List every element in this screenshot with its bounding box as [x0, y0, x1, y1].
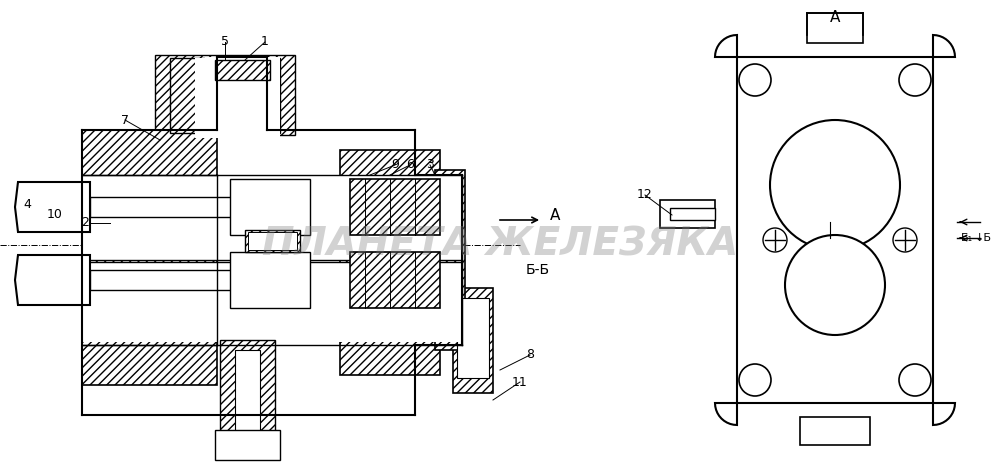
Polygon shape [195, 58, 255, 138]
Text: 12: 12 [637, 188, 653, 201]
Polygon shape [715, 35, 955, 425]
Text: 4: 4 [23, 199, 31, 212]
Circle shape [739, 364, 771, 396]
Text: ↓Б: ↓Б [974, 233, 992, 243]
Circle shape [739, 64, 771, 96]
Circle shape [770, 120, 900, 250]
Text: А: А [550, 207, 560, 222]
Text: 10: 10 [47, 208, 63, 221]
Text: 9: 9 [391, 159, 399, 172]
Circle shape [899, 364, 931, 396]
Polygon shape [340, 150, 440, 375]
Text: 7: 7 [121, 113, 129, 126]
Polygon shape [670, 208, 715, 220]
Text: 1: 1 [261, 35, 269, 48]
Polygon shape [235, 350, 260, 440]
Polygon shape [215, 60, 270, 80]
Text: 2: 2 [81, 217, 89, 230]
Polygon shape [90, 270, 245, 290]
Polygon shape [82, 175, 462, 260]
Polygon shape [435, 170, 465, 350]
Polygon shape [660, 200, 715, 228]
Polygon shape [170, 58, 280, 133]
Polygon shape [350, 179, 440, 235]
Polygon shape [215, 430, 280, 460]
Polygon shape [350, 252, 440, 308]
Polygon shape [800, 417, 870, 445]
Polygon shape [245, 230, 300, 252]
Polygon shape [15, 182, 90, 232]
Polygon shape [230, 252, 310, 308]
Text: ПЛАНЕТА ЖЕЛЕЗЯКА: ПЛАНЕТА ЖЕЛЕЗЯКА [262, 226, 738, 264]
Circle shape [893, 228, 917, 252]
Polygon shape [807, 13, 863, 43]
Text: 8: 8 [526, 348, 534, 361]
Text: 5: 5 [221, 35, 229, 48]
Polygon shape [205, 57, 280, 137]
Polygon shape [220, 340, 275, 445]
Polygon shape [248, 232, 297, 250]
Text: 3: 3 [426, 159, 434, 172]
Polygon shape [230, 179, 310, 235]
Polygon shape [155, 55, 295, 135]
Polygon shape [82, 130, 217, 385]
Polygon shape [453, 288, 493, 393]
Polygon shape [15, 255, 90, 305]
Text: Б₁: Б₁ [961, 233, 973, 243]
Polygon shape [82, 262, 462, 342]
Text: Б-Б: Б-Б [526, 263, 550, 277]
Circle shape [899, 64, 931, 96]
Text: 6: 6 [406, 159, 414, 172]
Circle shape [785, 235, 885, 335]
Polygon shape [90, 197, 245, 217]
Circle shape [763, 228, 787, 252]
Polygon shape [457, 298, 489, 378]
Text: 11: 11 [512, 376, 528, 388]
Text: А: А [830, 11, 840, 26]
